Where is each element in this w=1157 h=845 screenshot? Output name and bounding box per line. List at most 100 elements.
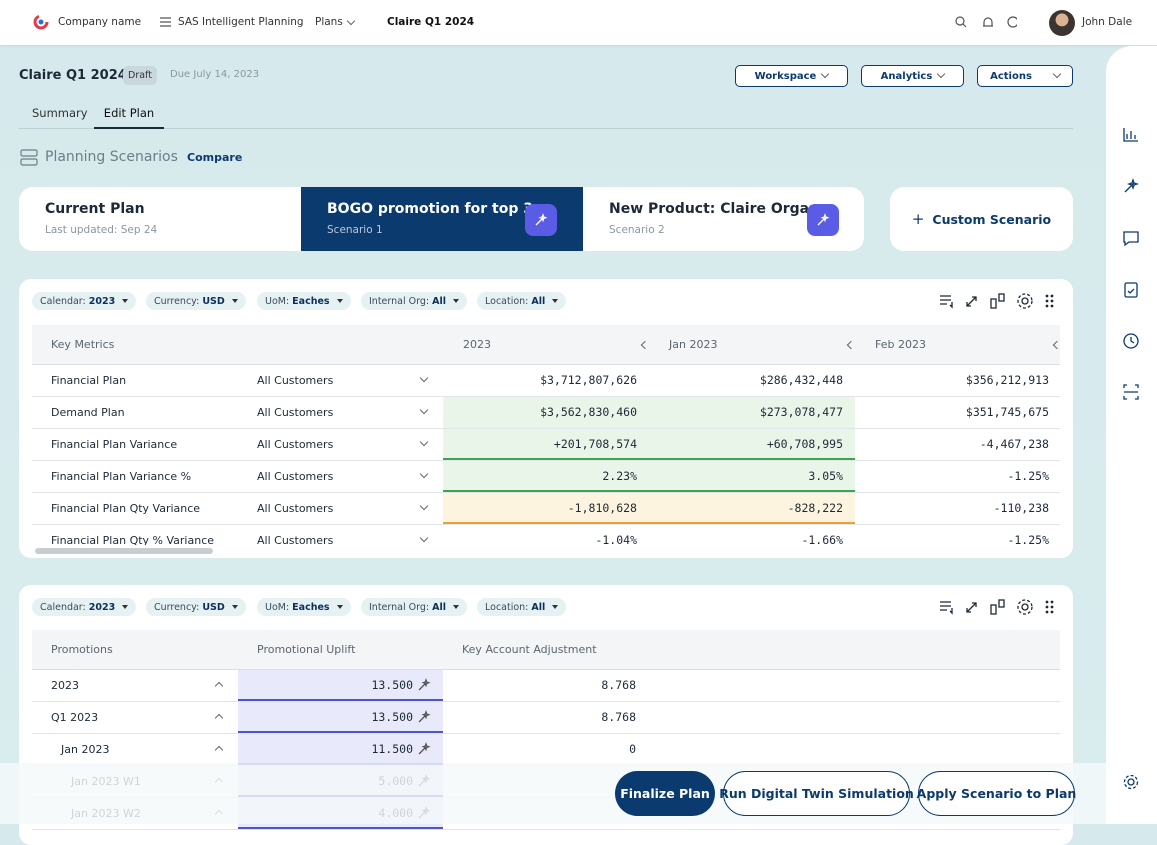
filter-label: UoM: [265,601,290,613]
customer-chevron [419,469,429,479]
due-date: Due July 14, 2023 [170,69,260,80]
finalize-label: Finalize Plan [620,786,710,801]
table-row: Demand Plan All Customers $3,562,830,460 $2… [32,397,1060,429]
wand-icon [417,678,431,695]
customer-chevron [419,373,429,383]
customer-chevron [419,437,429,447]
metric-value: +60,708,995 [766,437,843,451]
scenario-name: BOGO promotion for top 3... [327,201,549,217]
metric-value: -1.04% [595,533,637,545]
section-title: Planning Scenarios [45,149,178,165]
table-tools[interactable] [939,292,1059,314]
table-row: Financial Plan Variance % All Customers 2.… [32,461,1060,493]
metrics-panel: Calendar: 2023 Currency: USD UoM: Eaches Inter… [19,279,1073,558]
filter-pill[interactable]: Internal Org: All [361,598,467,616]
scenario-card[interactable]: Current Plan Last updated: Sep 24 [19,187,301,251]
user-name[interactable]: John Dale [1082,16,1133,28]
filter-pill[interactable]: Currency: USD [146,292,246,310]
metric-name: Financial Plan Qty Variance [51,502,201,515]
metric-value: -110,238 [993,501,1049,515]
sidebar-icons[interactable] [1122,126,1140,826]
metric-value: $356,212,913 [965,373,1049,387]
customer-select[interactable]: All Customers [257,438,334,451]
filter-pill[interactable]: Internal Org: All [361,292,467,310]
expand-icon[interactable] [214,713,224,723]
menu-icon[interactable] [160,17,171,27]
uplift-value: 13.500 [371,678,413,692]
uplift-value: 13.500 [371,710,413,724]
status-badge: Draft [123,66,157,85]
apply-button[interactable]: Apply Scenario to Plan [916,771,1077,816]
workspace-button[interactable]: Workspace [735,65,848,87]
expand-icon[interactable] [214,745,224,755]
filter-label: Internal Org: [369,601,430,613]
top-icons[interactable] [955,16,1017,29]
filter-pill[interactable]: Currency: USD [146,598,246,616]
filter-label: Location: [485,601,529,613]
filter-value: All [531,601,546,613]
column-header: Jan 2023 [669,338,718,351]
metric-value: $273,078,477 [759,405,843,419]
filter-label: Calendar: [40,295,86,307]
metric-value: 2.23% [602,469,637,483]
avatar[interactable] [1049,10,1075,36]
metric-value: -1.25% [1007,533,1049,545]
adjustment-value: 8.768 [601,678,636,692]
filter-label: Internal Org: [369,295,430,307]
cell-highlight [443,429,855,460]
filter-pill[interactable]: Calendar: 2023 [32,292,137,310]
metric-name: Financial Plan Variance [51,438,178,451]
app-name[interactable]: SAS Intelligent Planning [178,16,304,28]
simulation-button[interactable]: Run Digital Twin Simulation [719,771,914,816]
filter-value: Eaches [292,601,330,613]
metric-value: -828,222 [787,501,843,515]
table-header: Key Metrics 2023 Jan 2023 Feb 2023 [32,325,1062,365]
collapse-icon[interactable] [640,340,650,350]
metric-name: Financial Plan Variance % [51,470,192,483]
adjustment-value: 0 [629,742,636,756]
tab-edit-plan[interactable]: Edit Plan [94,106,164,129]
customer-select[interactable]: All Customers [257,502,334,515]
uplift-cell[interactable] [238,702,443,733]
table-row: Financial Plan Variance All Customers +201… [32,429,1060,461]
filter-pill[interactable]: Location: All [477,598,567,616]
filter-value: Eaches [292,295,330,307]
current-plan: Claire Q1 2024 [387,16,475,28]
tab-divider [19,128,1073,129]
customer-chevron [419,533,429,543]
company-name[interactable]: Company name [58,16,142,28]
compare-link[interactable]: Compare [187,151,243,164]
customer-select[interactable]: All Customers [257,470,334,483]
finalize-button[interactable]: Finalize Plan [615,771,715,816]
customer-chevron [419,501,429,511]
scenario-card[interactable]: BOGO promotion for top 3... Scenario 1 [301,187,583,251]
uplift-cell[interactable] [238,670,443,701]
plans-menu[interactable]: Plans [315,16,343,28]
customer-select[interactable]: All Customers [257,534,334,545]
collapse-icon[interactable] [1052,340,1062,350]
filter-pill[interactable]: UoM: Eaches [257,598,351,616]
custom-scenario-button[interactable]: + Custom Scenario [890,187,1073,251]
column-header: Key Metrics [51,338,115,351]
filter-pill[interactable]: Calendar: 2023 [32,598,137,616]
scenario-card[interactable]: New Product: Claire Organ... Scenario 2 [583,187,864,251]
tab-summary[interactable]: Summary [32,106,88,120]
collapse-icon[interactable] [846,340,856,350]
scrollbar[interactable] [35,548,213,554]
table-tools[interactable] [939,598,1059,620]
table-row: Jan 2023 11.500 0 [32,734,1060,766]
plan-title: Claire Q1 2024 [19,68,127,83]
metric-name: Demand Plan [51,406,125,419]
filter-pill[interactable]: Location: All [477,292,567,310]
scenarios-icon [20,149,38,166]
customer-select[interactable]: All Customers [257,406,334,419]
actions-button[interactable]: Actions [977,65,1073,87]
filter-label: Currency: [154,601,200,613]
apply-label: Apply Scenario to Plan [916,786,1077,801]
filter-label: Calendar: [40,601,86,613]
customer-select[interactable]: All Customers [257,374,334,387]
filter-pill[interactable]: UoM: Eaches [257,292,351,310]
analytics-button[interactable]: Analytics [861,65,964,87]
table-row: 2023 13.500 8.768 [32,670,1060,702]
expand-icon[interactable] [214,681,224,691]
